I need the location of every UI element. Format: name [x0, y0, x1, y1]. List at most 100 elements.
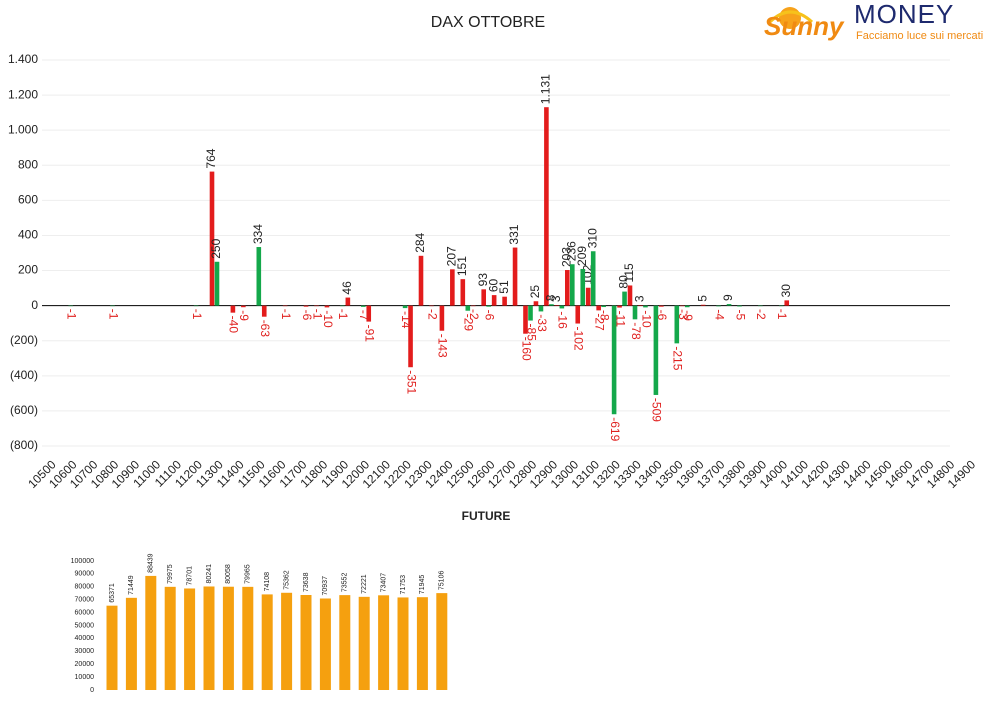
bar [481, 289, 486, 306]
bar [627, 285, 633, 306]
y-tick-label: 90000 [75, 571, 95, 578]
data-label: -619 [608, 417, 622, 441]
bar [533, 301, 539, 306]
bar [758, 305, 763, 307]
data-label: 80058 [225, 564, 232, 584]
bar [523, 305, 528, 334]
bar [512, 247, 518, 306]
bar [164, 586, 176, 690]
y-tick-label: 60000 [75, 609, 95, 616]
data-label: 3 [549, 295, 563, 302]
bar [110, 305, 115, 307]
data-label: -10 [639, 310, 653, 328]
data-label: 75362 [283, 570, 290, 590]
logo-tagline: Facciamo luce sui mercati [856, 30, 983, 42]
data-label: -509 [650, 398, 664, 422]
data-label: -4 [712, 309, 726, 320]
bar [68, 305, 73, 307]
bar [528, 305, 533, 321]
data-label: -2 [467, 309, 481, 320]
data-label: 115 [622, 263, 636, 282]
data-label: 75106 [439, 571, 446, 591]
bar [716, 305, 721, 307]
data-label: 72221 [361, 574, 368, 594]
y-tick-label: 0 [31, 298, 38, 312]
bar [358, 596, 370, 690]
y-tick-label: 0 [90, 687, 94, 694]
bar [502, 296, 507, 306]
bar [281, 592, 293, 690]
y-tick-label: 30000 [75, 648, 95, 655]
data-label: -33 [535, 314, 549, 332]
data-label: -9 [681, 310, 695, 321]
data-label: -29 [462, 314, 476, 332]
logo-brand: MONEY [854, 0, 954, 29]
y-tick-label: 50000 [75, 622, 95, 629]
data-label: -1 [336, 309, 350, 320]
data-label: -2 [754, 309, 768, 320]
y-tick-label: 70000 [75, 597, 95, 604]
data-label: -215 [671, 346, 685, 370]
data-label: 30 [779, 284, 793, 298]
data-label: -5 [733, 310, 747, 321]
data-label: -6 [483, 310, 497, 321]
bar [684, 305, 690, 308]
data-label: 203 [559, 247, 573, 267]
data-label: -7 [357, 310, 371, 321]
bar [465, 305, 471, 311]
data-label: 46 [340, 281, 354, 295]
bar [779, 305, 784, 307]
y-tick-label: 1.400 [8, 52, 38, 66]
bar [549, 304, 554, 306]
y-tick-label: 200 [18, 263, 38, 277]
data-label: 5 [695, 295, 709, 302]
bar [580, 268, 586, 306]
data-label: 74108 [264, 572, 271, 592]
bar [544, 107, 549, 306]
y-tick-label: (800) [10, 438, 38, 452]
bar [340, 305, 345, 307]
bar [611, 305, 617, 415]
data-label: 70937 [322, 576, 329, 596]
y-tick-label: 80000 [75, 584, 95, 591]
data-label: -27 [592, 313, 606, 331]
bar [653, 305, 659, 395]
y-tick-label: 100000 [71, 558, 94, 565]
bar [222, 586, 234, 690]
data-label: -1 [775, 309, 789, 320]
data-label: 209 [575, 246, 589, 266]
data-label: -1 [65, 309, 79, 320]
data-label: -11 [613, 311, 627, 328]
data-label: -78 [629, 322, 643, 340]
data-label: 88439 [148, 553, 155, 573]
bar [193, 305, 199, 307]
bar [203, 586, 215, 690]
bar [784, 300, 790, 306]
bar [585, 287, 591, 306]
bar [679, 305, 685, 307]
y-tick-label: 1.200 [8, 87, 38, 101]
data-label: 331 [507, 224, 521, 244]
data-label: -1 [279, 309, 293, 320]
bar [145, 575, 157, 690]
bar [622, 291, 627, 306]
data-label: 310 [585, 228, 599, 248]
bar [674, 305, 680, 344]
y-tick-label: 20000 [75, 661, 95, 668]
data-label: -1 [106, 309, 120, 320]
data-label: -160 [519, 337, 533, 361]
bar [559, 305, 565, 309]
y-tick-label: 400 [18, 228, 38, 242]
data-label: -3 [676, 309, 690, 320]
bar [418, 255, 424, 306]
bar [439, 305, 445, 331]
bar [361, 305, 366, 307]
data-label: -14 [399, 311, 413, 329]
data-label: 151 [455, 256, 469, 276]
bar [125, 597, 137, 690]
data-label: -102 [572, 327, 586, 351]
bar [538, 305, 544, 312]
bar [575, 305, 581, 324]
data-label: 80 [617, 275, 631, 289]
data-label: 51 [497, 280, 511, 294]
